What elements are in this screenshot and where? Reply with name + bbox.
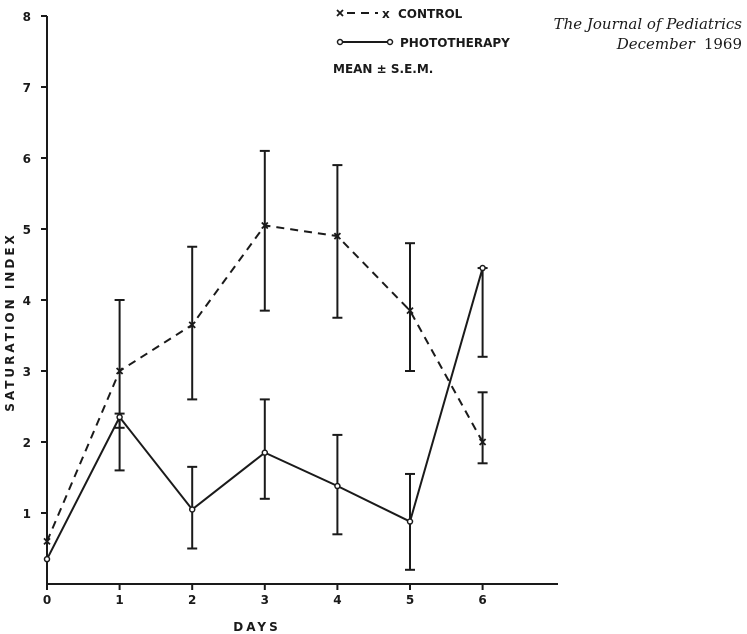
x-tick-label-2: 2 xyxy=(188,593,196,607)
y-tick-label-7: 7 xyxy=(23,81,31,95)
x-tick-label-1: 1 xyxy=(115,593,123,607)
phototherapy-point-3 xyxy=(261,449,269,456)
phototherapy-point-6 xyxy=(479,264,486,272)
journal-month: December xyxy=(616,35,696,53)
legend-control-label: CONTROL xyxy=(398,7,463,21)
legend-photo-marker-right xyxy=(386,38,394,46)
y-tick-label-1: 1 xyxy=(23,507,31,521)
control-point-2 xyxy=(188,321,196,329)
x-axis-title: DAYS xyxy=(233,620,280,634)
legend-control-marker-left xyxy=(336,9,344,17)
legend: x CONTROL PHOTOTHERAPY MEAN ± S.E.M. xyxy=(333,7,510,76)
y-tick-label-5: 5 xyxy=(23,223,31,237)
phototherapy-point-4 xyxy=(334,482,341,490)
journal-date: December 1969 xyxy=(616,35,742,53)
series-control xyxy=(43,149,488,546)
control-point-3 xyxy=(261,221,269,230)
y-tick-label-4: 4 xyxy=(23,294,31,308)
legend-photo-label: PHOTOTHERAPY xyxy=(400,36,510,50)
x-tick-label-6: 6 xyxy=(478,593,486,607)
control-point-0 xyxy=(43,537,51,546)
journal-year: 1969 xyxy=(704,35,742,53)
x-tick-label-5: 5 xyxy=(406,593,414,607)
control-point-5 xyxy=(406,307,414,315)
control-point-4 xyxy=(333,232,342,240)
y-tick-label-3: 3 xyxy=(23,365,31,379)
control-point-6 xyxy=(478,438,487,446)
phototherapy-point-0 xyxy=(43,555,51,563)
legend-note: MEAN ± S.E.M. xyxy=(333,62,433,76)
series-phototherapy xyxy=(43,264,488,571)
x-tick-label-4: 4 xyxy=(333,593,341,607)
legend-control-marker-glyph: x xyxy=(382,7,390,21)
journal-name: The Journal of Pediatrics xyxy=(554,15,743,33)
x-tick-label-0: 0 xyxy=(43,593,51,607)
phototherapy-point-1 xyxy=(116,413,123,421)
y-tick-label-8: 8 xyxy=(23,10,31,24)
phototherapy-point-2 xyxy=(188,506,196,513)
legend-photo-marker-left xyxy=(336,38,344,46)
x-ticks: 0 1 2 3 4 5 6 xyxy=(43,584,487,607)
x-tick-label-3: 3 xyxy=(261,593,269,607)
series-layer xyxy=(43,149,488,571)
y-tick-label-6: 6 xyxy=(23,152,31,166)
control-point-1 xyxy=(115,367,124,375)
y-axis-title: SATURATION INDEX xyxy=(3,232,17,412)
phototherapy-point-5 xyxy=(406,518,414,525)
y-ticks: 1 2 3 4 5 6 7 8 xyxy=(23,10,47,521)
y-tick-label-2: 2 xyxy=(23,436,31,450)
